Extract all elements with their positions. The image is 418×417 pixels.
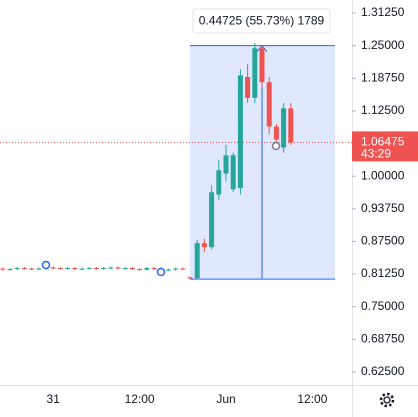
candle-body — [36, 268, 42, 270]
candle-body — [151, 268, 157, 270]
current-price-label: 1.06475 — [361, 135, 405, 149]
current-price-box — [352, 131, 418, 162]
y-tick-label: 0.75000 — [361, 299, 405, 313]
candle-body — [223, 155, 229, 174]
candle-body — [93, 268, 99, 270]
x-tick-label: Jun — [216, 392, 235, 406]
x-tick-label: 12:00 — [125, 392, 155, 406]
x-tick-label: 12:00 — [297, 392, 327, 406]
y-tick-label: 0.81250 — [361, 266, 405, 280]
candle-body — [173, 268, 179, 270]
y-tick-label: 0.68750 — [361, 331, 405, 345]
candle-body — [137, 269, 143, 271]
candle-body — [86, 268, 92, 270]
candle-body — [281, 108, 287, 148]
candle-body — [129, 268, 135, 270]
candle-body — [201, 243, 207, 248]
candle-body — [165, 269, 171, 271]
candle-body — [65, 268, 71, 270]
candle-body — [29, 268, 35, 270]
candle-body — [230, 155, 236, 190]
event-marker — [271, 141, 281, 151]
candle-body — [79, 268, 85, 270]
y-tick-label: 1.18750 — [361, 70, 405, 84]
countdown: 43:29 — [361, 147, 391, 161]
candle-body — [101, 268, 107, 270]
candle-body — [252, 48, 258, 98]
y-tick-label: 0.87500 — [361, 234, 405, 248]
candle-body — [187, 277, 193, 279]
candle-body — [194, 243, 200, 279]
candle-body — [0, 268, 6, 270]
candle-body — [14, 268, 20, 270]
candle-body — [7, 269, 13, 271]
y-tick-label: 1.12500 — [361, 103, 405, 117]
candle-body — [288, 108, 294, 143]
candle-body — [108, 267, 114, 269]
y-tick-label: 0.62500 — [361, 364, 405, 378]
y-tick-label: 1.25000 — [361, 38, 405, 52]
x-tick-label: 31 — [47, 392, 61, 406]
candle-body — [180, 268, 186, 270]
candle-body — [237, 75, 243, 189]
y-tick-label: 1.31250 — [361, 5, 405, 19]
candle-body — [122, 268, 128, 270]
candle-body — [57, 268, 63, 270]
y-tick-label: 1.00000 — [361, 168, 405, 182]
candle-body — [72, 268, 78, 270]
event-marker — [156, 267, 166, 277]
measure-label-box — [192, 8, 331, 34]
gear-hub — [383, 396, 391, 404]
candle-body — [245, 77, 251, 98]
candle-body — [115, 267, 121, 269]
candle-body — [259, 48, 265, 83]
gear-teeth — [379, 392, 395, 408]
candle-body — [21, 268, 27, 270]
y-tick-label: 0.93750 — [361, 201, 405, 215]
candle-body — [209, 192, 215, 248]
candle-body — [273, 126, 279, 140]
measure-label: 0.44725 (55.73%) 1789 — [199, 14, 325, 28]
candle-body — [144, 268, 150, 270]
candle-body — [50, 267, 56, 269]
settings-button[interactable] — [379, 392, 395, 408]
candle-body — [266, 82, 272, 127]
event-marker — [41, 260, 51, 270]
candle-body — [216, 170, 222, 195]
plot-area — [0, 43, 352, 280]
